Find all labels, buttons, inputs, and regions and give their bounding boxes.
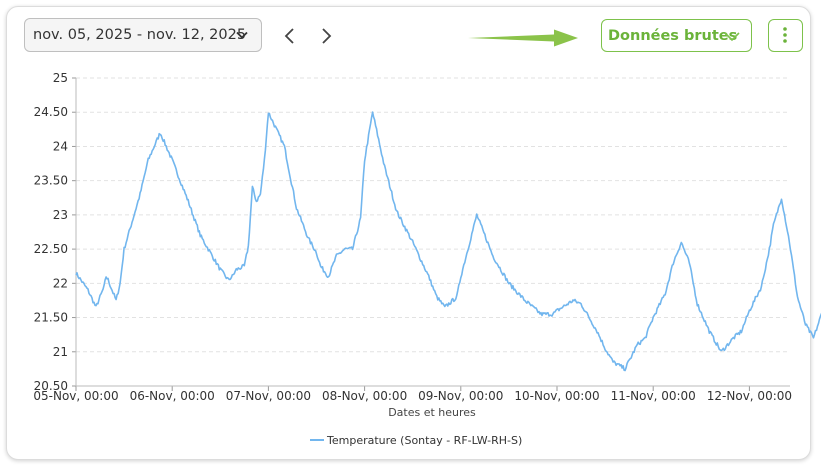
chart-legend: Temperature (Sontay - RF-LW-RH-S) (310, 434, 522, 447)
chevron-down-icon (236, 31, 248, 39)
x-tick-label: 09-Nov, 00:00 (418, 389, 503, 403)
y-tick-label: 24.50 (34, 105, 68, 119)
date-range-dropdown[interactable]: nov. 05, 2025 - nov. 12, 2025 (24, 18, 262, 52)
y-tick-label: 23.50 (34, 174, 68, 188)
temperature-series-line (75, 111, 821, 372)
raw-data-label: Données brutes (608, 27, 738, 44)
y-tick-label: 20.50 (34, 379, 68, 393)
x-tick-label: 12-Nov, 00:00 (707, 389, 792, 403)
more-vertical-icon (783, 27, 787, 43)
y-tick-label: 23 (53, 208, 68, 222)
next-period-button[interactable] (318, 26, 334, 46)
legend-label[interactable]: Temperature (Sontay - RF-LW-RH-S) (326, 434, 522, 447)
y-tick-label: 22.50 (34, 242, 68, 256)
y-tick-label: 21.50 (34, 311, 68, 325)
more-options-button[interactable] (768, 19, 803, 52)
date-range-label: nov. 05, 2025 - nov. 12, 2025 (33, 27, 247, 43)
previous-period-button[interactable] (282, 26, 298, 46)
y-tick-label: 21 (53, 345, 68, 359)
y-axis-ticks: 20.50 21 21.50 22 22.50 23 23.50 24 24.50 25 (34, 71, 76, 393)
y-tick-label: 22 (53, 276, 68, 290)
grid-lines (76, 77, 790, 353)
x-tick-label: 10-Nov, 00:00 (514, 389, 599, 403)
x-tick-label: 06-Nov, 00:00 (130, 389, 215, 403)
x-axis-ticks: 05-Nov, 00:00 06-Nov, 00:00 07-Nov, 00:00 0… (33, 386, 792, 403)
x-tick-label: 05-Nov, 00:00 (33, 389, 118, 403)
raw-data-dropdown[interactable]: Données brutes (601, 19, 752, 52)
y-tick-label: 25 (53, 71, 68, 85)
y-tick-label: 24 (53, 139, 68, 153)
x-tick-label: 11-Nov, 00:00 (611, 389, 696, 403)
arrow-right-icon (468, 29, 578, 47)
x-tick-label: 08-Nov, 00:00 (322, 389, 407, 403)
x-axis-title: Dates et heures (388, 406, 476, 419)
chevron-down-icon (724, 32, 740, 42)
x-tick-label: 07-Nov, 00:00 (226, 389, 311, 403)
